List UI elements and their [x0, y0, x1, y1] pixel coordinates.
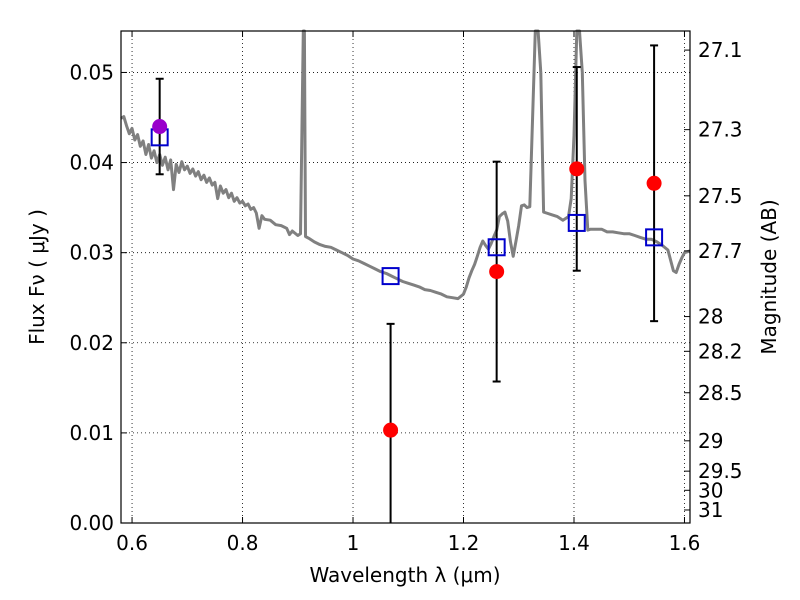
synthetic-point: [645, 228, 664, 247]
synthetic-point: [487, 238, 506, 257]
y-tick-label: 0.03: [69, 241, 114, 265]
observed-point: [152, 119, 168, 135]
x-tick-label: 1.6: [669, 531, 701, 555]
x-tick-label: 0.6: [116, 531, 148, 555]
observed-point: [569, 161, 585, 177]
y-axis-label: Flux Fν ( μJy ): [25, 209, 49, 345]
observed-photometry-points: [152, 119, 662, 438]
model-spectrum-layer: [120, 29, 691, 301]
y2-axis-label: Magnitude (AB): [757, 199, 781, 354]
synthetic-point: [567, 213, 586, 232]
x-tick-labels: 0.6 0.8 1 1.2 1.4 1.6: [116, 531, 700, 555]
x-tick-label: 1.2: [448, 531, 480, 555]
y2-tick-label: 27.3: [698, 118, 743, 142]
observed-point: [489, 264, 505, 280]
y-tick-label: 0.05: [69, 60, 114, 84]
y2-tick-label: 29: [698, 429, 723, 453]
axis-ticks: [121, 31, 690, 524]
observed-point: [646, 175, 662, 191]
plot-frame: [120, 30, 691, 524]
x-tick-label: 1: [347, 531, 360, 555]
synthetic-photometry-points: [150, 128, 664, 286]
y2-tick-label: 28: [698, 305, 723, 329]
y2-tick-label: 28.2: [698, 339, 743, 363]
y2-tick-label: 27.1: [698, 38, 743, 62]
synthetic-point: [381, 267, 400, 286]
model-spectrum-line: [120, 29, 691, 301]
y-tick-label: 0.04: [69, 151, 114, 175]
y2-tick-label: 29.5: [698, 459, 743, 483]
y-tick-label: 0.00: [69, 511, 114, 535]
observed-point: [383, 422, 399, 438]
x-tick-label: 0.8: [227, 531, 259, 555]
y2-tick-label: 30: [698, 478, 723, 502]
y2-tick-label: 27.7: [698, 239, 743, 263]
x-tick-label: 1.4: [558, 531, 590, 555]
y-tick-label: 0.01: [69, 421, 114, 445]
grid: [121, 31, 690, 524]
y-tick-labels: 0.00 0.01 0.02 0.03 0.04 0.05: [69, 60, 114, 535]
y2-tick-label: 27.5: [698, 184, 743, 208]
y-tick-label: 0.02: [69, 331, 114, 355]
y2-tick-label: 28.5: [698, 381, 743, 405]
y2-tick-label: 31: [698, 498, 723, 522]
x-axis-label: Wavelength λ (μm): [309, 563, 500, 587]
